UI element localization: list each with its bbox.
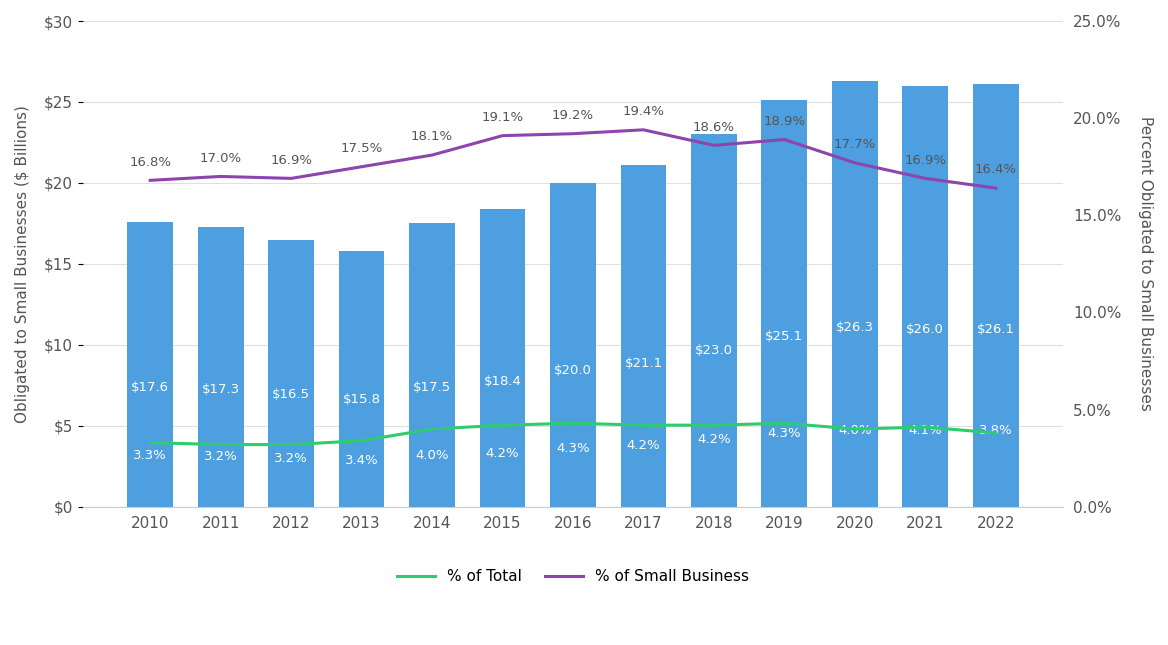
Text: $17.6: $17.6	[131, 381, 169, 393]
Text: 16.8%: 16.8%	[130, 155, 172, 169]
Text: 4.2%: 4.2%	[486, 446, 520, 460]
Bar	[409, 223, 456, 507]
Bar	[269, 239, 314, 507]
Text: 3.4%: 3.4%	[345, 454, 378, 467]
Text: $23.0: $23.0	[695, 344, 732, 357]
Text: $20.0: $20.0	[554, 364, 592, 377]
Text: 19.1%: 19.1%	[481, 111, 523, 124]
Text: 18.9%: 18.9%	[764, 115, 806, 128]
Bar	[762, 101, 807, 507]
Text: $17.3: $17.3	[202, 382, 239, 395]
Bar	[197, 226, 244, 507]
Bar	[691, 134, 737, 507]
Bar	[550, 183, 596, 507]
Text: $26.0: $26.0	[906, 323, 944, 337]
Text: 4.2%: 4.2%	[697, 433, 731, 446]
Text: 19.4%: 19.4%	[623, 105, 665, 118]
Text: 18.6%: 18.6%	[693, 121, 735, 134]
Text: 18.1%: 18.1%	[411, 130, 453, 143]
Text: 4.1%: 4.1%	[909, 424, 943, 437]
Text: 3.2%: 3.2%	[203, 450, 237, 463]
Text: 4.2%: 4.2%	[627, 439, 660, 451]
Text: 4.0%: 4.0%	[416, 450, 449, 462]
Text: 4.0%: 4.0%	[839, 424, 871, 437]
Text: 16.9%: 16.9%	[904, 154, 946, 166]
Y-axis label: Percent Obligated to Small Businesses: Percent Obligated to Small Businesses	[1138, 117, 1153, 412]
Bar	[620, 165, 667, 507]
Text: 16.9%: 16.9%	[270, 154, 312, 166]
Text: $26.1: $26.1	[976, 322, 1015, 336]
Text: 3.3%: 3.3%	[133, 449, 167, 462]
Text: 3.8%: 3.8%	[979, 424, 1013, 437]
Bar	[973, 84, 1018, 507]
Text: $15.8: $15.8	[342, 393, 381, 406]
Bar	[832, 81, 877, 507]
Text: $18.4: $18.4	[484, 375, 521, 388]
Text: 16.4%: 16.4%	[975, 163, 1017, 177]
Text: 3.2%: 3.2%	[274, 452, 308, 465]
Text: $16.5: $16.5	[272, 388, 311, 401]
Text: $26.3: $26.3	[836, 321, 874, 334]
Bar	[480, 209, 526, 507]
Y-axis label: Obligated to Small Businesses ($ Billions): Obligated to Small Businesses ($ Billion…	[15, 105, 30, 423]
Bar	[903, 86, 948, 507]
Legend: % of Total, % of Small Business: % of Total, % of Small Business	[390, 563, 756, 590]
Text: $21.1: $21.1	[625, 357, 662, 370]
Text: 4.3%: 4.3%	[556, 442, 590, 455]
Text: 17.5%: 17.5%	[340, 142, 383, 155]
Text: 17.7%: 17.7%	[834, 138, 876, 151]
Text: $17.5: $17.5	[413, 381, 451, 394]
Text: $25.1: $25.1	[765, 330, 804, 342]
Text: 19.2%: 19.2%	[552, 109, 595, 122]
Bar	[127, 222, 173, 507]
Text: 17.0%: 17.0%	[200, 152, 242, 164]
Bar	[339, 251, 384, 507]
Text: 4.3%: 4.3%	[767, 427, 801, 440]
